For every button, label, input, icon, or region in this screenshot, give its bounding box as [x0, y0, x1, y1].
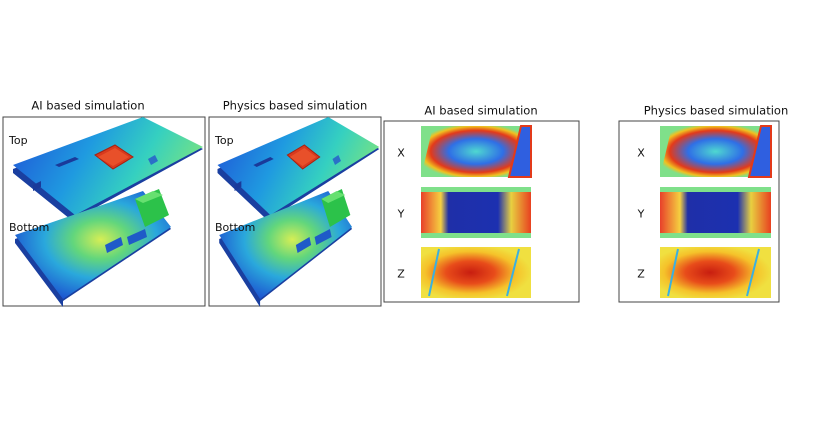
- axis-label: Z: [397, 268, 405, 281]
- panel-title: AI based simulation: [31, 99, 144, 113]
- axis-label: Y: [397, 208, 405, 221]
- component: [253, 157, 274, 167]
- panel-frame: [618, 120, 780, 303]
- component: [55, 157, 79, 167]
- component: [105, 237, 123, 253]
- chip-face: [98, 148, 129, 166]
- panel-title: Physics based simulation: [644, 104, 789, 118]
- heatmap-corner: [421, 126, 433, 177]
- heatmap-edge: [428, 248, 440, 297]
- heatmap-band: [660, 187, 771, 192]
- box-top: [135, 191, 163, 203]
- panel-title: Physics based simulation: [223, 99, 368, 113]
- component: [332, 155, 341, 165]
- heatmap-band: [660, 233, 771, 238]
- component: [314, 229, 332, 245]
- chip-face: [289, 148, 317, 166]
- heatmap-edge: [667, 248, 679, 297]
- view-label: Top: [214, 134, 234, 147]
- heatmap-corner: [507, 125, 532, 178]
- heatmap-band: [421, 233, 531, 238]
- board-top: [217, 117, 380, 215]
- component: [295, 237, 312, 253]
- panel-title: AI based simulation: [424, 104, 537, 118]
- heatmap-corner: [660, 126, 672, 177]
- board-bottom: [15, 191, 171, 299]
- heatmap: [421, 187, 531, 238]
- board-bottom: [219, 191, 353, 299]
- panel-frame: [2, 116, 206, 307]
- axis-label: Z: [637, 268, 645, 281]
- component: [33, 181, 41, 191]
- box-top: [321, 191, 346, 203]
- axis-label: X: [397, 147, 405, 160]
- component: [127, 229, 147, 245]
- view-label: Bottom: [215, 221, 255, 234]
- heatmap-edge: [746, 248, 760, 297]
- view-label: Top: [8, 134, 28, 147]
- component: [234, 181, 242, 191]
- heatmap-band: [421, 187, 531, 192]
- panel-frame: [383, 120, 580, 303]
- axis-label: Y: [637, 208, 645, 221]
- board-top: [13, 117, 203, 215]
- component: [148, 155, 158, 165]
- heatmap: [660, 187, 771, 238]
- panels: AI based simulation Top Bottom Physics base…: [2, 99, 789, 307]
- view-label: Bottom: [9, 221, 49, 234]
- axis-label: X: [637, 147, 645, 160]
- heatmap-edge: [506, 248, 520, 297]
- heatmap-corner: [747, 125, 772, 178]
- panel-frame: [208, 116, 382, 307]
